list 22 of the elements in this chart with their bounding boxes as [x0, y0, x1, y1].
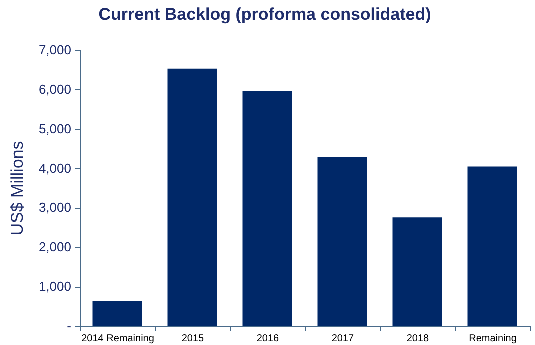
x-tick-label: 2017 [332, 334, 355, 344]
y-axis-title: US$ Millions [8, 141, 27, 236]
x-tick-label: 2015 [182, 334, 205, 344]
bar [318, 157, 368, 326]
y-tick-label: 5,000 [38, 121, 72, 136]
y-tick-label: 6,000 [38, 82, 72, 97]
bar [468, 166, 518, 326]
x-tick-label: Remaining [469, 334, 517, 344]
x-tick-label: 2014 Remaining [82, 334, 154, 344]
bar [392, 218, 442, 326]
y-tick-label: 2,000 [38, 240, 72, 255]
y-tick-label: 1,000 [38, 279, 72, 294]
bar [242, 91, 292, 326]
x-tick-label: 2016 [256, 334, 280, 344]
bar [168, 68, 218, 326]
y-tick-label: 4,000 [38, 160, 72, 176]
bar [92, 302, 142, 326]
x-tick-label: 2018 [406, 334, 430, 344]
y-tick-label: - [67, 318, 72, 334]
y-tick-label: 3,000 [38, 200, 72, 216]
y-tick-label: 7,000 [38, 42, 72, 58]
chart-title: Current Backlog (proforma consolidated) [98, 5, 432, 24]
